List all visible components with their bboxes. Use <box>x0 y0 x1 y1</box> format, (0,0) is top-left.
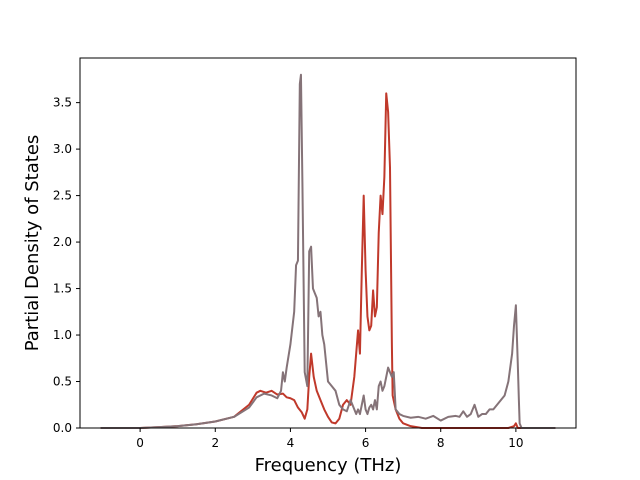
x-tick-label: 8 <box>437 436 445 450</box>
y-tick-label: 1.5 <box>53 282 72 296</box>
x-tick-label: 0 <box>136 436 144 450</box>
y-tick-label: 1.0 <box>53 328 72 342</box>
x-tick-label: 2 <box>211 436 219 450</box>
x-tick-label: 10 <box>508 436 523 450</box>
x-axis-label: Frequency (THz) <box>255 455 402 476</box>
y-tick-label: 2.5 <box>53 189 72 203</box>
y-tick-label: 0.5 <box>53 375 72 389</box>
y-axis-label: Partial Density of States <box>22 135 43 352</box>
plot-frame <box>79 57 577 429</box>
series-layer <box>100 73 556 429</box>
x-tick-label: 6 <box>362 436 370 450</box>
series-line-2 <box>100 73 556 429</box>
y-tick-label: 3.5 <box>53 96 72 110</box>
y-tick-label: 0.0 <box>53 421 72 435</box>
y-tick-label: 2.0 <box>53 235 72 249</box>
x-axis: 0 2 4 6 8 10 <box>136 428 524 450</box>
x-tick-label: 4 <box>287 436 295 450</box>
y-axis: 0.0 0.5 1.0 1.5 2.0 2.5 3.0 3.5 <box>53 96 80 435</box>
series-line-1 <box>100 92 556 429</box>
y-tick-label: 3.0 <box>53 142 72 156</box>
